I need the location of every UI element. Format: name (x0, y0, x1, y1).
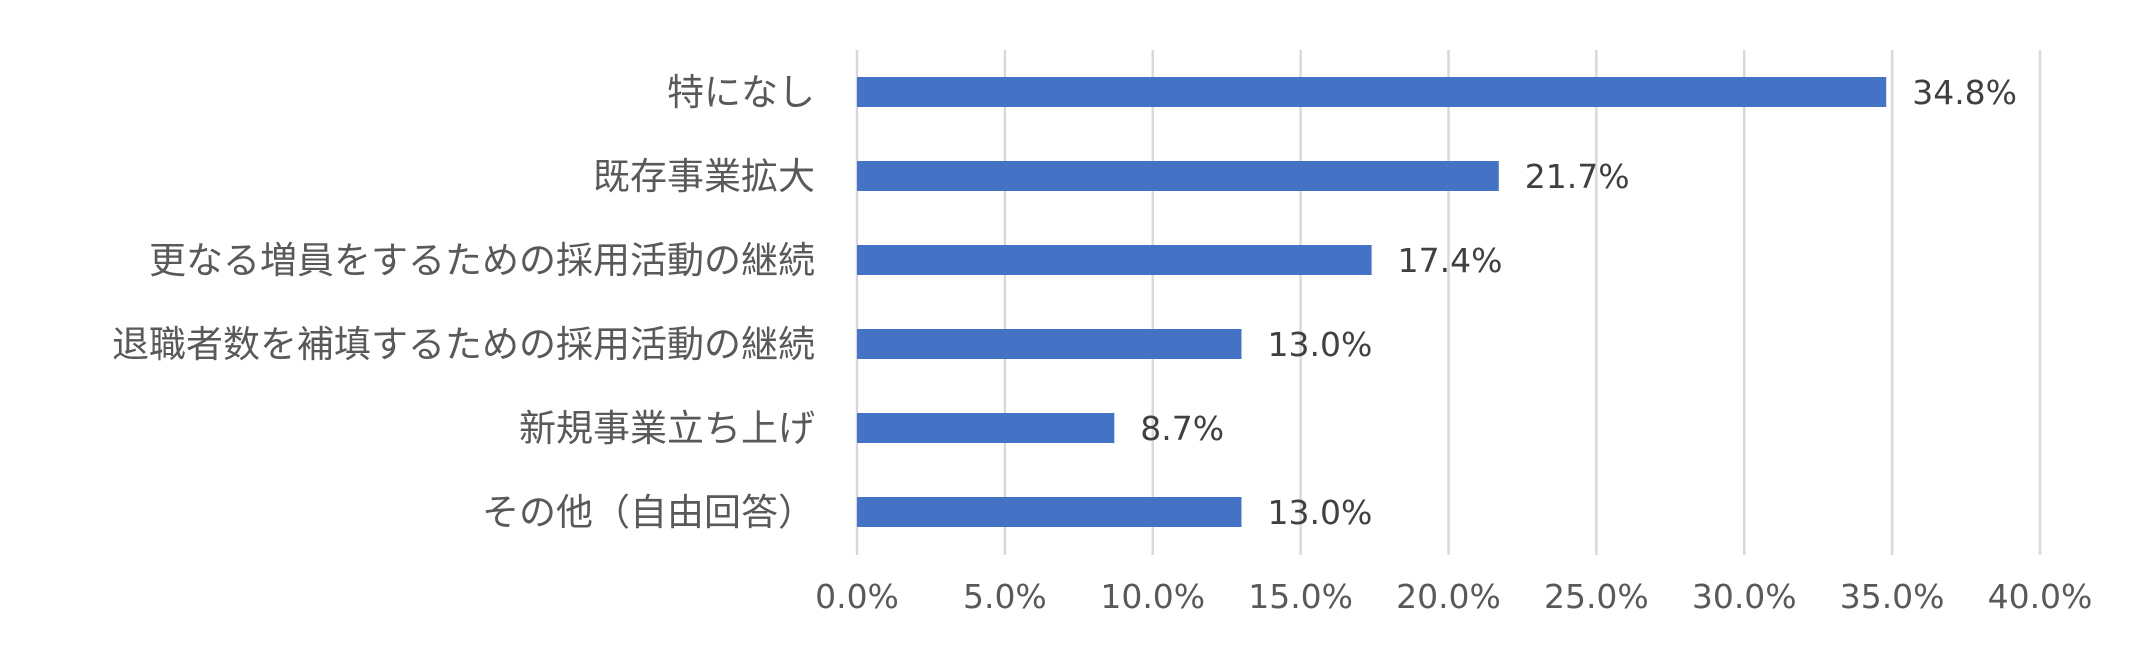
gridlines (855, 50, 2042, 555)
category-label: 特になし (667, 71, 815, 114)
x-tick-label: 20.0% (1396, 577, 1501, 616)
x-tick-label: 15.0% (1248, 577, 1353, 616)
data-label: 34.8% (1912, 73, 2017, 112)
bar (857, 77, 1887, 107)
x-tick-label: 35.0% (1840, 577, 1945, 616)
data-labels: 34.8% 21.7% 17.4% 13.0% 8.7% 13.0% (1140, 73, 2017, 532)
category-label: 更なる増員をするための採用活動の継続 (149, 239, 815, 282)
category-label: その他（自由回答） (482, 491, 815, 534)
data-label: 17.4% (1398, 241, 1503, 280)
x-tick-label: 30.0% (1692, 577, 1797, 616)
x-tick-label: 5.0% (963, 577, 1047, 616)
bar (857, 161, 1499, 191)
data-label: 13.0% (1267, 493, 1372, 532)
data-label: 8.7% (1140, 409, 1224, 448)
bar (857, 245, 1372, 275)
bar (857, 497, 1242, 527)
bar (857, 413, 1115, 443)
x-axis-tick-labels: 0.0% 5.0% 10.0% 15.0% 20.0% 25.0% 30.0% 35.0% 40… (815, 577, 2092, 616)
data-label: 21.7% (1525, 157, 1630, 196)
category-label: 既存事業拡大 (593, 155, 815, 198)
category-label: 退職者数を補填するための採用活動の継続 (112, 323, 815, 366)
x-tick-label: 0.0% (815, 577, 899, 616)
x-tick-label: 40.0% (1988, 577, 2093, 616)
bar (857, 329, 1242, 359)
x-tick-label: 10.0% (1100, 577, 1205, 616)
x-tick-label: 25.0% (1544, 577, 1649, 616)
category-labels: 特になし既存事業拡大更なる増員をするための採用活動の継続退職者数を補填するための… (112, 71, 815, 534)
data-label: 13.0% (1267, 325, 1372, 364)
category-label: 新規事業立ち上げ (519, 407, 815, 450)
bars (857, 77, 1887, 527)
